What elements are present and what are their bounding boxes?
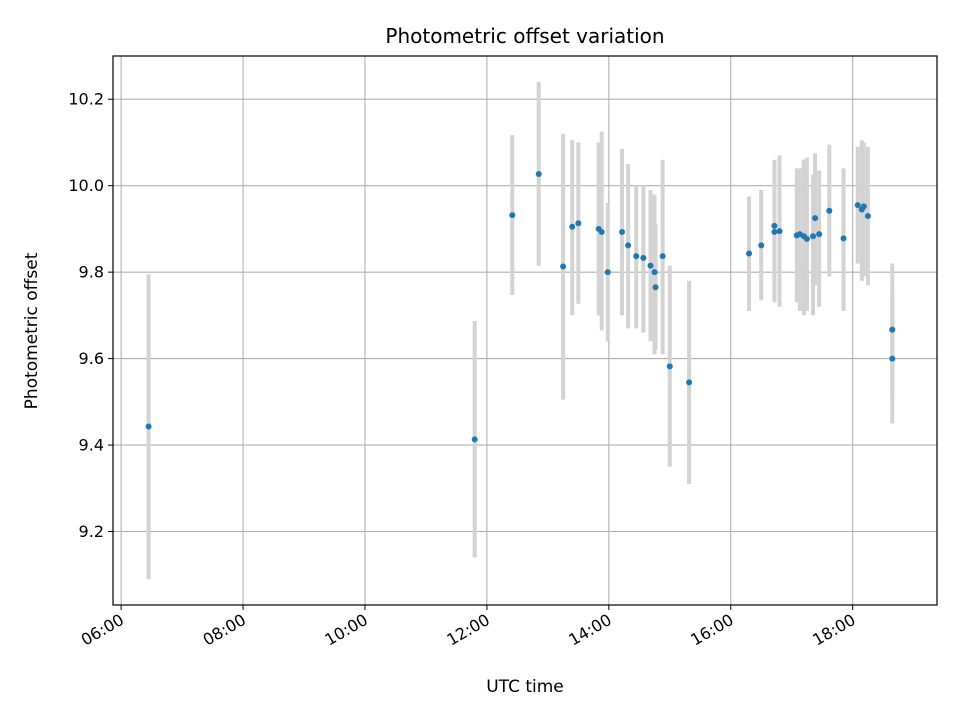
y-tick-label: 9.4	[79, 436, 104, 455]
y-tick-label: 9.2	[79, 522, 104, 541]
y-tick-label: 9.8	[79, 263, 104, 282]
data-point	[826, 207, 833, 214]
data-point	[647, 262, 654, 269]
data-point	[854, 202, 861, 209]
y-tick-label: 10.2	[68, 90, 104, 109]
data-point	[598, 228, 605, 235]
data-point	[776, 228, 783, 235]
data-point	[771, 222, 778, 229]
data-points	[145, 171, 896, 443]
plot-frame	[112, 55, 938, 606]
y-axis-label: Photometric offset	[22, 252, 42, 409]
data-point	[659, 253, 666, 260]
data-point	[471, 436, 478, 443]
data-point	[746, 250, 753, 257]
data-point	[816, 231, 823, 238]
data-point	[145, 423, 152, 430]
data-point	[889, 355, 896, 362]
data-point	[535, 171, 542, 178]
data-point	[840, 235, 847, 242]
data-point	[619, 228, 626, 235]
data-point	[860, 203, 867, 210]
data-point	[803, 235, 810, 242]
data-point	[575, 220, 582, 227]
data-point	[651, 269, 658, 276]
chart-title: Photometric offset variation	[385, 24, 664, 48]
data-point	[666, 363, 673, 370]
data-point	[864, 212, 871, 219]
plot-area	[113, 56, 937, 605]
data-point	[509, 212, 516, 219]
data-point	[569, 223, 576, 230]
data-point	[810, 233, 817, 240]
data-point	[625, 242, 632, 249]
y-axis-ticks: 9.2 9.4 9.6 9.8 10.0 10.2	[68, 90, 113, 541]
data-point	[771, 228, 778, 235]
x-axis-label: UTC time	[486, 677, 564, 697]
data-point	[812, 215, 819, 222]
data-point	[604, 269, 611, 276]
data-point	[652, 284, 659, 291]
y-tick-label: 9.6	[79, 349, 104, 368]
data-point	[640, 254, 647, 261]
data-point	[560, 263, 567, 270]
data-point	[686, 379, 693, 386]
y-tick-label: 10.0	[68, 176, 104, 195]
data-point	[633, 253, 640, 260]
data-point	[758, 242, 765, 249]
data-point	[889, 326, 896, 333]
